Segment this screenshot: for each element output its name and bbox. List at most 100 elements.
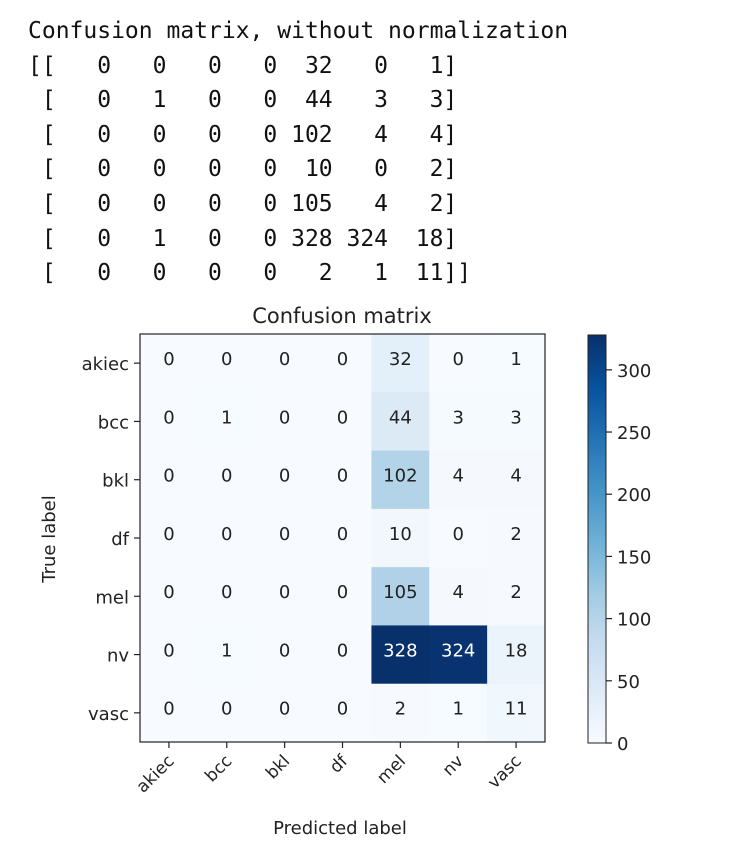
y-tick-label: df <box>111 529 129 550</box>
y-axis-label: True label <box>39 495 60 584</box>
x-tick-label: df <box>326 751 353 778</box>
heatmap-cell <box>197 450 257 510</box>
heatmap-cell <box>197 334 257 393</box>
heatmap-cell-value: 0 <box>279 349 290 370</box>
heatmap-cell <box>313 334 372 393</box>
colorbar-tick-label: 250 <box>617 423 651 444</box>
heatmap-cell <box>313 683 372 743</box>
heatmap-cell-value: 0 <box>163 699 174 720</box>
heatmap-cell-value: 4 <box>452 582 463 603</box>
heatmap-cell <box>371 450 430 510</box>
console-matrix-row: [ 0 0 0 0 2 1 11]] <box>28 260 472 287</box>
heatmap-cell-value: 0 <box>163 524 174 545</box>
heatmap-cell <box>197 567 257 626</box>
heatmap-cell-value: 0 <box>279 699 290 720</box>
heatmap-cell-value: 11 <box>505 699 528 720</box>
heatmap-cell <box>255 567 314 626</box>
heatmap-cell-value: 0 <box>337 524 348 545</box>
heatmap-cell <box>140 567 199 626</box>
heatmap-cell <box>197 392 257 451</box>
heatmap-cell <box>313 392 372 451</box>
heatmap-cell <box>371 508 430 568</box>
heatmap-cell <box>140 508 199 568</box>
heatmap-cell-value: 0 <box>279 466 290 487</box>
heatmap-cell <box>487 508 546 568</box>
heatmap-cells <box>140 334 546 743</box>
heatmap-cell <box>140 450 199 510</box>
heatmap-cell-value: 102 <box>383 466 417 487</box>
heatmap-cell-value: 10 <box>389 524 412 545</box>
heatmap-cell-value: 4 <box>452 466 463 487</box>
heatmap-cell-value: 324 <box>441 640 475 661</box>
heatmap-cell <box>197 625 257 685</box>
y-tick-label: nv <box>107 646 129 667</box>
heatmap-cell-value: 0 <box>163 466 174 487</box>
heatmap-cell <box>429 392 488 451</box>
heatmap-cell <box>255 450 314 510</box>
heatmap-cell <box>487 625 546 685</box>
console-matrix-row: [[ 0 0 0 0 32 0 1] <box>28 52 458 79</box>
x-tick-label: bcc <box>201 751 236 786</box>
console-matrix-row: [ 0 0 0 0 105 4 2] <box>28 190 458 217</box>
heatmap-cell-value: 0 <box>221 524 232 545</box>
heatmap-cell-value: 0 <box>163 349 174 370</box>
console-matrix-row: [ 0 0 0 0 10 0 2] <box>28 156 458 183</box>
heatmap-cell <box>487 567 546 626</box>
heatmap-cell-value: 0 <box>337 640 348 661</box>
console-matrix-row: [ 0 0 0 0 102 4 4] <box>28 121 458 148</box>
heatmap-cell <box>487 683 546 743</box>
heatmap-cell <box>140 683 199 743</box>
heatmap-cell-value: 0 <box>221 699 232 720</box>
heatmap-cell <box>255 683 314 743</box>
heatmap-cell-value: 3 <box>510 407 521 428</box>
heatmap-cell-value: 1 <box>221 407 232 428</box>
y-tick-label: bkl <box>102 471 129 492</box>
heatmap-cell-value: 3 <box>452 407 463 428</box>
heatmap-cell-value: 0 <box>337 699 348 720</box>
heatmap-cell-value: 0 <box>452 349 463 370</box>
heatmap-cell-value: 0 <box>163 640 174 661</box>
colorbar-tick-label: 100 <box>617 610 651 631</box>
heatmap-cell <box>255 334 314 393</box>
heatmap-cell-value: 0 <box>221 349 232 370</box>
heatmap-cell-value: 0 <box>452 524 463 545</box>
heatmap-cell-value: 0 <box>337 466 348 487</box>
heatmap-cell <box>140 392 199 451</box>
heatmap-cell-value: 44 <box>389 407 412 428</box>
heatmap-cell <box>371 567 430 626</box>
x-tick-label: nv <box>439 751 468 780</box>
heatmap-cell <box>487 392 546 451</box>
heatmap-cell-value: 0 <box>279 524 290 545</box>
heatmap-cell-value: 32 <box>389 349 412 370</box>
heatmap-cell-value: 0 <box>163 582 174 603</box>
heatmap-cell-value: 4 <box>510 466 521 487</box>
console-title: Confusion matrix, without normalization <box>28 18 569 44</box>
heatmap-cell <box>313 567 372 626</box>
heatmap-cell-value: 2 <box>510 524 521 545</box>
y-tick-label: vasc <box>88 704 129 725</box>
y-tick-label: bcc <box>98 412 129 433</box>
heatmap-cell-value: 0 <box>221 582 232 603</box>
heatmap-cell <box>487 334 546 393</box>
console-matrix-row: [ 0 1 0 0 328 324 18] <box>28 225 458 252</box>
heatmap-cell <box>371 683 430 743</box>
heatmap-cell <box>140 625 199 685</box>
heatmap-cell-value: 0 <box>279 640 290 661</box>
colorbar-ticks: 0 50 100 150 200 250 300 <box>606 361 651 755</box>
console-matrix: [[ 0 0 0 0 32 0 1] [ 0 1 0 0 44 3 3] [ 0… <box>28 49 568 291</box>
heatmap-cell <box>140 334 199 393</box>
heatmap-cell <box>429 508 488 568</box>
colorbar-tick-label: 150 <box>617 547 651 568</box>
heatmap-cell <box>255 392 314 451</box>
heatmap-cell-value: 2 <box>395 699 406 720</box>
heatmap-cell-labels: 0 0 0 0 32 0 10 1 0 0 44 3 30 0 0 0 102 4 40 0 0 0 10 0 20 0 0 0 105… <box>163 349 527 720</box>
heatmap-cell-value: 1 <box>452 699 463 720</box>
heatmap-cell-value: 1 <box>221 640 232 661</box>
heatmap-cell <box>371 392 430 451</box>
heatmap-cell <box>429 450 488 510</box>
heatmap-cell <box>197 683 257 743</box>
heatmap-cell-value: 0 <box>279 582 290 603</box>
x-axis-label: Predicted label <box>273 818 407 839</box>
heatmap-cell <box>429 334 488 393</box>
